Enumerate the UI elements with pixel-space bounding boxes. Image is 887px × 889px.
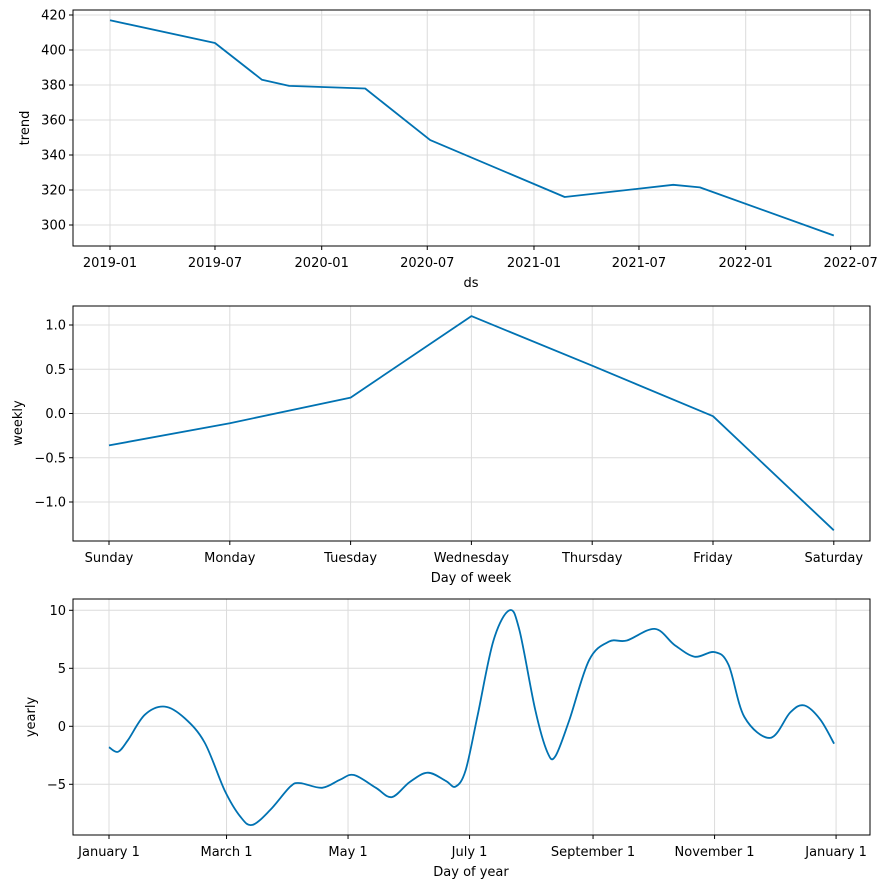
x-tick-label: July 1 [451,845,488,860]
y-tick-label: 400 [41,44,66,59]
axes-frame [72,598,871,836]
x-tick-label: 2020-01 [295,256,349,271]
y-tick-label: 380 [41,79,66,94]
y-tick-label: 0.5 [45,363,66,378]
x-tick-label: May 1 [328,845,367,860]
x-tick-label: 2022-07 [823,256,877,271]
y-tick-label: −5 [47,778,66,793]
y-tick-label: 320 [41,184,66,199]
weekly-y-label: weekly [11,400,26,446]
y-tick-label: 300 [41,219,66,234]
series-line [109,19,835,237]
yearly-panel: Day of year yearly January 1 March 1 May 1… [24,598,871,880]
x-tick-label: 2021-07 [612,256,666,271]
x-tick-label: Friday [693,551,733,566]
weekly-panel: Day of week weekly Sunday Monday Tuesday We… [11,305,871,586]
x-tick-label: Thursday [561,551,623,566]
trend-panel: ds trend 2019-01 2019-07 2020-01 2020-07 202… [18,9,878,292]
y-tick-label: 0.0 [45,407,66,422]
y-tick-label: 10 [49,604,66,619]
trend-y-label: trend [18,111,33,146]
x-tick-label: January 1 [804,845,867,860]
x-tick-label: March 1 [201,845,253,860]
x-tick-label: November 1 [675,845,755,860]
x-tick-label: 2019-01 [83,256,137,271]
series-line [108,609,835,827]
y-tick-label: 5 [58,662,66,677]
y-tick-label: 360 [41,114,66,129]
series-line [108,315,835,531]
y-tick-label: 0 [58,720,66,735]
x-tick-label: 2020-07 [400,256,454,271]
y-tick-label: −0.5 [34,451,66,466]
yearly-x-label: Day of year [433,865,509,880]
weekly-x-label: Day of week [431,571,512,586]
x-tick-label: September 1 [551,845,635,860]
trend-x-label: ds [463,276,478,291]
yearly-y-label: yearly [24,697,39,738]
x-tick-label: Saturday [805,551,864,566]
x-tick-label: 2019-07 [188,256,242,271]
x-tick-label: 2021-01 [507,256,561,271]
x-tick-label: January 1 [77,845,140,860]
x-tick-label: Tuesday [323,551,377,566]
y-tick-label: 1.0 [45,319,66,334]
x-tick-label: Wednesday [434,551,510,566]
y-tick-label: 340 [41,149,66,164]
axes-frame [72,9,871,247]
x-tick-label: 2022-01 [719,256,773,271]
y-tick-label: −1.0 [34,496,66,511]
y-tick-label: 420 [41,9,66,24]
x-tick-label: Monday [204,551,256,566]
x-tick-label: Sunday [85,551,134,566]
